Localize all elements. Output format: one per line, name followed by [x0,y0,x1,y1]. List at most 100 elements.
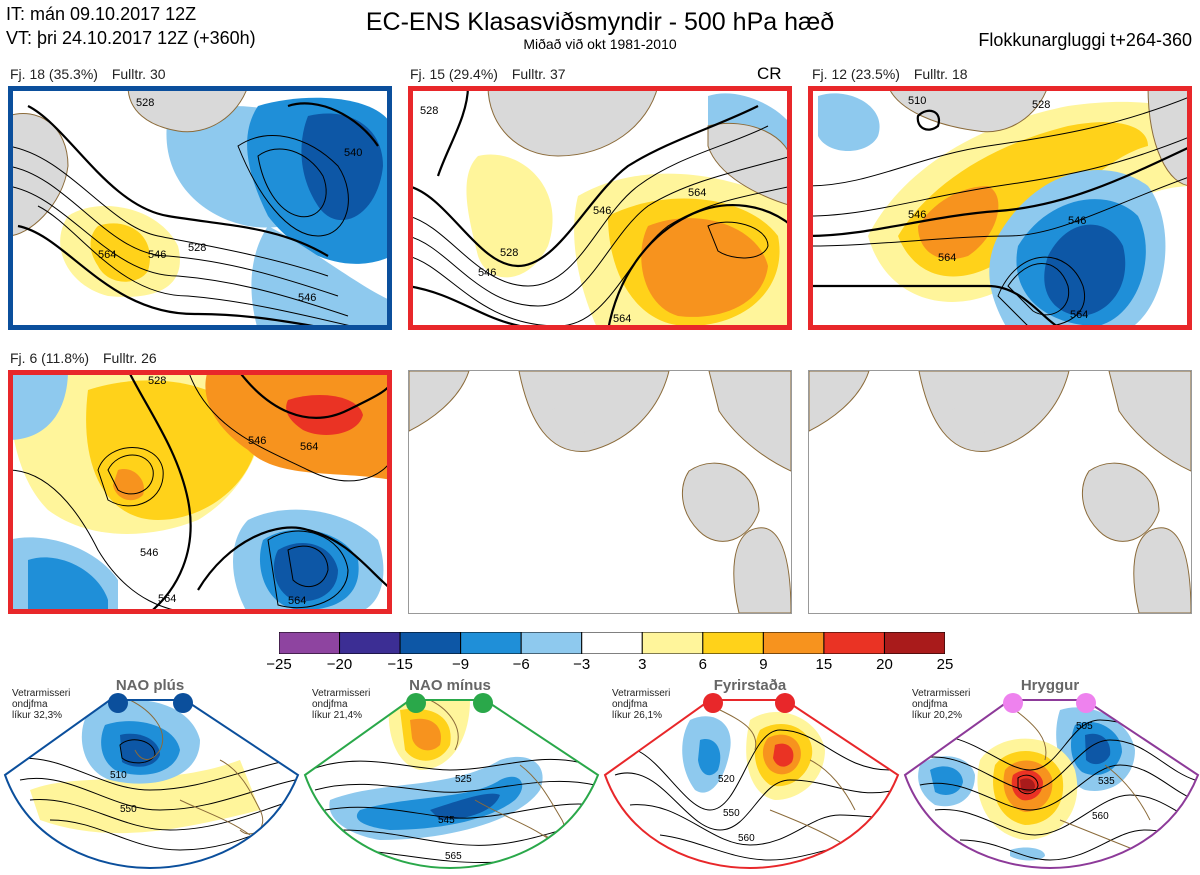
regime-ridge-outline [903,699,1200,870]
regime-blocking-outline [603,699,900,870]
panel-1-representative: Fulltr. 30 [111,66,166,82]
panel-1-contour-e: 546 [298,292,316,304]
regime-ridge-note: Vetrarmisseri ondjfma líkur 20,2% [912,688,970,721]
panel-1-regime-frame [8,86,392,330]
regime-nao-plus: 510 550 NAO plús Vetrarmisseri ondjfma l… [0,670,300,870]
panel-3-label: Fj. 12 (23.5%) Fulltr. 18 [812,66,978,82]
panel-3-regime-frame [808,86,1192,330]
panel-3-contour-e: 546 [1068,215,1086,227]
regime-ridge-fan: 505 535 560 [903,693,1200,870]
panel-1-cluster: Fj. 18 (35.3%) [10,66,98,82]
regime-blocking-marker-left [703,693,723,713]
regime-blocking-note-2: ondjfma [612,699,648,710]
regime-nao-plus-marker-right [173,693,193,713]
regime-nao-minus-contour-a: 525 [455,774,472,785]
panel-1-contour-d: 540 [344,147,362,159]
colorbar-swatch [823,632,885,654]
panel-3-contour-c: 546 [908,209,926,221]
panel-3-contour-b: 528 [1032,99,1050,111]
panel-1-contour-c: 564 [98,249,116,261]
colorbar-swatch [762,632,825,654]
regime-nao-plus-contour-a: 510 [110,770,127,781]
page-subtitle: Miðað við okt 1981-2010 [523,36,677,52]
regime-ridge-title: Hryggur [1020,677,1080,694]
regime-nao-minus-marker-right [473,693,493,713]
regime-nao-minus: 525 545 565 NAO mínus Vetrarmisseri ondj… [300,670,600,870]
regime-ridge-marker-left [1003,693,1023,713]
colorbar-swatch [520,632,583,654]
panel-3-contour-a: 510 [908,95,926,107]
panel-1-contour-f: 528 [188,242,206,254]
regime-blocking-title: Fyrirstaða [713,677,787,694]
regime-nao-minus-note-2: ondjfma [312,699,348,710]
regime-nao-plus-contour-b: 550 [120,804,137,815]
cluster-map-2-svg: 528 546 546 528 564 564 [408,86,792,330]
regime-nao-minus-fan: 525 545 565 [303,693,600,870]
regime-nao-plus-note-3: líkur 32,3% [12,710,63,721]
panel-4-contour-a: 528 [148,375,166,387]
regime-blocking-contour-a: 520 [718,774,735,785]
regime-ridge-note-1: Vetrarmisseri [912,688,971,699]
regime-nao-minus-title: NAO mínus [409,677,491,694]
panel-3-cluster: Fj. 12 (23.5%) [812,66,900,82]
regime-nao-minus-contour-c: 565 [445,851,462,862]
regime-nao-minus-note: Vetrarmisseri ondjfma líkur 21,4% [312,688,370,721]
panel-2-contour-f: 564 [613,313,631,325]
panel-4-contour-f: 564 [288,595,306,607]
colorbar-swatch [399,632,462,654]
issue-time: IT: mán 09.10.2017 12Z [6,4,197,24]
regime-ridge-contour-a: 505 [1076,721,1093,732]
regime-nao-plus-fan: 510 550 [3,693,300,870]
cluster-map-3-svg: 510 528 546 564 546 564 [808,86,1192,330]
panel-2-cluster: Fj. 15 (29.4%) [410,66,498,82]
regime-nao-minus-contour-b: 545 [438,815,455,826]
regime-nao-plus-note-2: ondjfma [12,699,48,710]
regime-blocking-contour-c: 560 [738,833,755,844]
cluster-map-1-svg: 528 546 564 540 546 528 [8,86,392,330]
panel-1-label: Fj. 18 (35.3%) Fulltr. 30 [10,66,176,82]
panel-4-contour-b: 546 [248,435,266,447]
valid-time: VT: þri 24.10.2017 12Z (+360h) [6,28,256,48]
panel-4-contour-d: 546 [140,547,158,559]
control-run-marker: CR [757,64,782,83]
colorbar [279,632,945,654]
cluster-map-4-svg: 528 546 564 546 564 564 [8,370,392,614]
colorbar-swatch [702,632,764,654]
empty-map-5 [408,370,792,614]
colorbar-tick: −3 [573,656,591,673]
colorbar-tick: 15 [815,656,833,673]
cluster-map-2: 528 546 546 528 564 564 [408,86,792,330]
panel-2-contour-a: 528 [420,105,438,117]
colorbar-tick: 25 [936,656,954,673]
colorbar-tick: −25 [266,656,292,673]
panel-1-contour-a: 528 [136,97,154,109]
regime-nao-plus-outline [3,699,300,870]
panel-2-contour-c: 546 [593,205,611,217]
panel-4-regime-frame [8,370,392,614]
empty-map-5-svg [409,371,791,613]
regime-ridge-contour-b: 535 [1098,776,1115,787]
regime-nao-minus-note-3: líkur 21,4% [312,710,363,721]
colorbar-tick: −15 [387,656,413,673]
colorbar-tick: −6 [512,656,530,673]
regime-blocking-note: Vetrarmisseri ondjfma líkur 26,1% [612,688,670,721]
regime-nao-minus-marker-left [406,693,426,713]
regime-blocking-contour-b: 550 [723,808,740,819]
regime-blocking-marker-right [775,693,795,713]
regime-blocking-fan: 520 550 560 [603,693,900,870]
panel-1-contour-b: 546 [148,249,166,261]
window-label: Flokkunargluggi t+264-360 [978,30,1192,50]
regime-blocking-note-3: líkur 26,1% [612,710,663,721]
colorbar-swatch [641,632,704,654]
colorbar-tick: 9 [759,656,768,673]
empty-map-6-svg [809,371,1191,613]
colorbar-tick: −20 [326,656,353,673]
panel-4-label: Fj. 6 (11.8%) Fulltr. 26 [10,350,167,366]
colorbar-tick: 3 [638,656,647,673]
panel-3-representative: Fulltr. 18 [913,66,968,82]
panel-3-contour-f: 564 [1070,309,1088,321]
panel-4-contour-c: 564 [300,441,318,453]
regime-blocking-note-1: Vetrarmisseri [612,688,671,699]
panel-4-cluster: Fj. 6 (11.8%) [10,350,90,366]
regime-ridge: 505 535 560 Hryggur Vetrarmisseri ondjfm… [900,670,1200,870]
